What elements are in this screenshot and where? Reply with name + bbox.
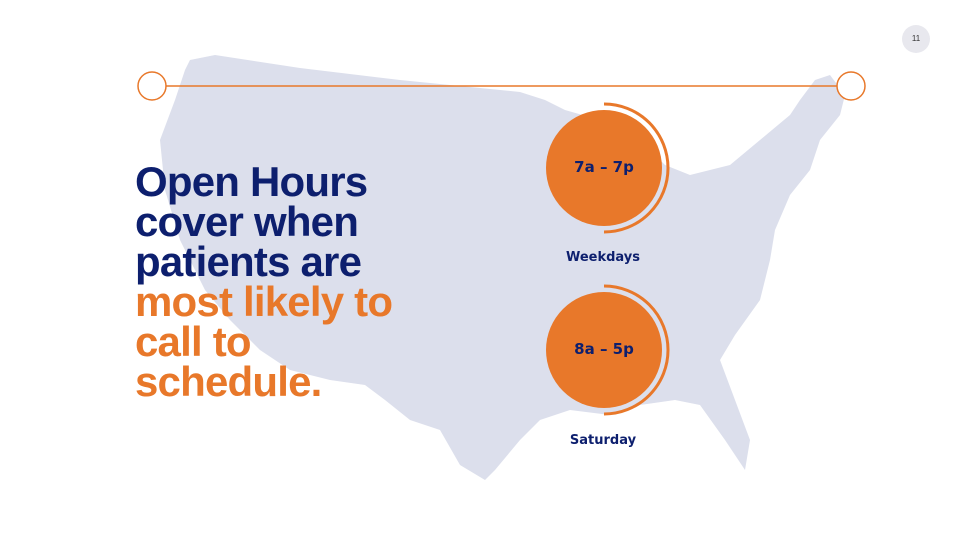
timeline-end xyxy=(137,71,167,101)
timeline-end xyxy=(836,71,866,101)
headline-line: cover when xyxy=(135,198,359,245)
us-map xyxy=(160,55,845,480)
headline-line: patients are xyxy=(135,238,362,285)
headline: Open Hours cover when patients are most … xyxy=(135,158,393,405)
hours-badge xyxy=(546,292,662,408)
hours-arc xyxy=(603,102,670,234)
hours-badge xyxy=(546,110,662,226)
hours-time: 8a – 5p xyxy=(574,340,634,358)
headline-highlight: call to xyxy=(135,318,252,365)
hours-time: 7a – 7p xyxy=(574,158,634,176)
page-number: 11 xyxy=(902,25,930,53)
hours-label: Saturday xyxy=(569,433,637,448)
headline-highlight: schedule. xyxy=(135,358,322,405)
headline-highlight: most likely to xyxy=(135,278,393,325)
hours-label: Weekdays xyxy=(565,250,641,265)
headline-line: Open Hours xyxy=(135,158,368,205)
hours-arc xyxy=(603,284,670,416)
